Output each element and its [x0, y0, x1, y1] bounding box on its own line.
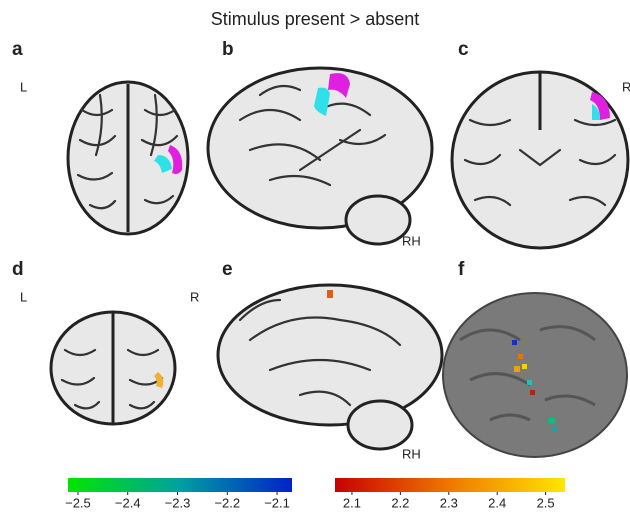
side-label: R [622, 79, 630, 94]
side-label: RH [402, 233, 421, 248]
colorbar-tick-label: −2.4 [115, 495, 141, 510]
colorbar [335, 478, 565, 492]
colorbar-tick-label: 2.1 [343, 495, 361, 510]
colorbar-tick-label: 2.3 [440, 495, 458, 510]
colorbar-tick-label: −2.1 [264, 495, 290, 510]
colorbar-tick-label: −2.5 [65, 495, 91, 510]
brain-coronal [450, 70, 630, 250]
colorbar [68, 478, 292, 492]
colorbar-tick-label: −2.3 [165, 495, 191, 510]
brain-sagittal-medial [216, 283, 444, 451]
panel-label: e [222, 259, 233, 280]
colorbar-tick-label: 2.4 [488, 495, 506, 510]
brain-surface [442, 292, 628, 458]
brain-sagittal [206, 66, 434, 246]
side-label: R [190, 289, 199, 304]
side-label: L [20, 289, 27, 304]
side-label: RH [402, 446, 421, 461]
panel-label: f [458, 259, 465, 280]
brain-axial [66, 80, 190, 236]
panel-label: c [458, 39, 469, 60]
panel-label: d [12, 259, 24, 280]
side-label: L [20, 79, 27, 94]
brain-axial-small [49, 310, 177, 426]
figure-title: Stimulus present > absent [211, 9, 420, 29]
colorbar-tick-label: 2.5 [537, 495, 555, 510]
colorbar-tick-label: −2.2 [214, 495, 240, 510]
colorbar-tick-label: 2.2 [391, 495, 409, 510]
panel-label: a [12, 39, 23, 60]
panel-label: b [222, 39, 234, 60]
